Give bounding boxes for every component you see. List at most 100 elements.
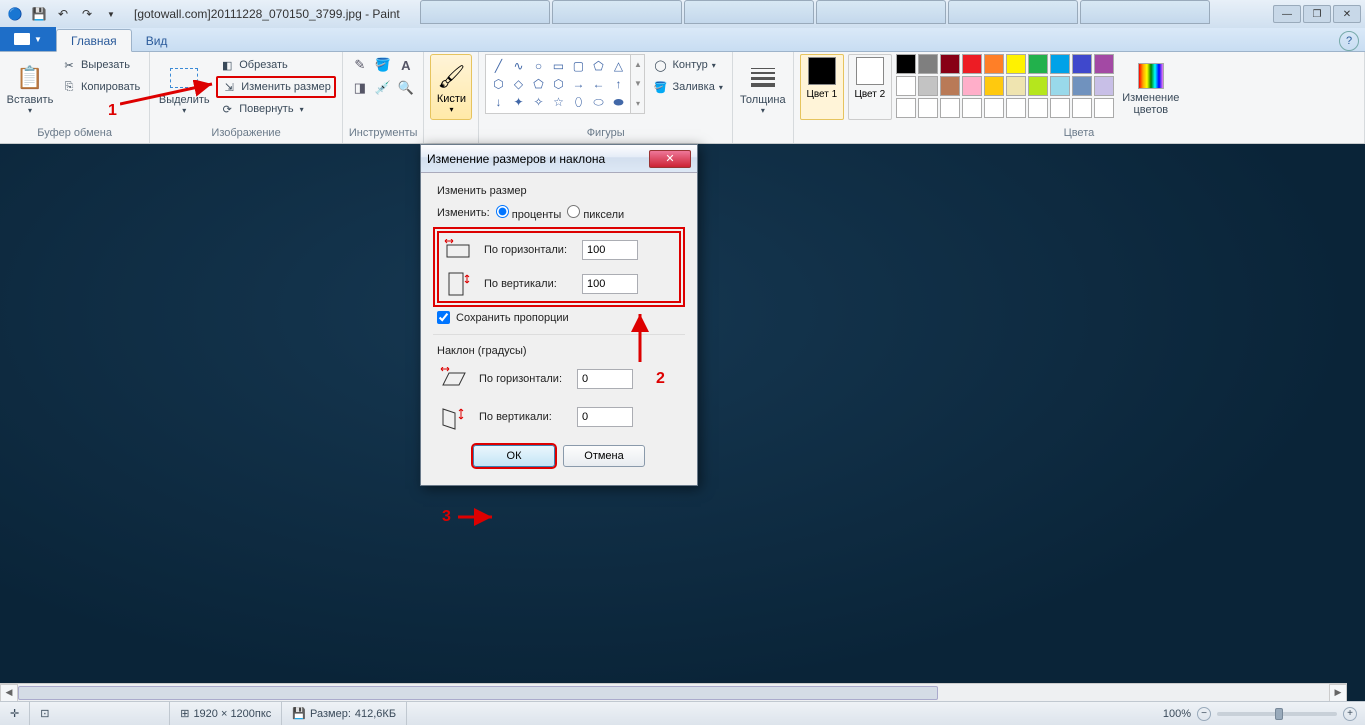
palette-swatch[interactable] [940, 76, 960, 96]
picker-tool[interactable]: 💉 [372, 77, 394, 99]
brushes-button[interactable]: 🖌 Кисти ▾ [430, 54, 472, 120]
aspect-checkbox[interactable]: Сохранить пропорции [437, 311, 681, 324]
copy-button[interactable]: ⎘Копировать [58, 76, 143, 98]
palette-swatch[interactable] [1028, 54, 1048, 74]
scroll-thumb[interactable] [18, 686, 938, 700]
palette-swatch[interactable] [918, 76, 938, 96]
palette-swatch[interactable] [1006, 54, 1026, 74]
skew-v-input[interactable] [577, 407, 633, 427]
eraser-tool[interactable]: ◨ [349, 77, 371, 99]
zoom-thumb[interactable] [1275, 708, 1283, 720]
palette-swatch[interactable] [1050, 98, 1070, 118]
ok-button[interactable]: ОК [473, 445, 555, 467]
undo-icon[interactable]: ↶ [52, 4, 74, 24]
group-image: Выделить ▾ ◧Обрезать ⇲Изменить размер ⟳П… [150, 52, 343, 143]
paste-button[interactable]: 📋 Вставить ▾ [6, 54, 54, 122]
horizontal-input[interactable] [582, 240, 638, 260]
text-tool[interactable]: A [395, 54, 417, 76]
zoom-value: 100% [1163, 708, 1191, 720]
dialog-titlebar[interactable]: Изменение размеров и наклона ✕ [421, 145, 697, 173]
scroll-right-icon[interactable]: ▶ [1329, 684, 1347, 702]
file-size: 💾Размер: 412,6КБ [282, 702, 407, 725]
palette-row [896, 54, 1114, 74]
palette-swatch[interactable] [896, 76, 916, 96]
palette-swatch[interactable] [1094, 76, 1114, 96]
maximize-button[interactable]: ❐ [1303, 5, 1331, 23]
minimize-button[interactable]: — [1273, 5, 1301, 23]
spectrum-icon [1135, 60, 1167, 92]
percent-radio[interactable]: проценты [496, 205, 562, 221]
shapes-gallery[interactable]: ╱∿○▭▢⬠△ ⬡◇⬠⬡→←↑ ↓✦✧☆⬯⬭⬬ [485, 54, 631, 114]
bg-tab [420, 0, 550, 24]
palette-swatch[interactable] [918, 54, 938, 74]
color2-button[interactable]: Цвет 2 [848, 54, 892, 120]
fill-tool[interactable]: 🪣 [372, 54, 394, 76]
palette-swatch[interactable] [918, 98, 938, 118]
group-tools: ✎ 🪣 A ◨ 💉 🔍 Инструменты [343, 52, 425, 143]
qat-icon-1[interactable]: 🔵 [4, 4, 26, 24]
pixels-radio[interactable]: пиксели [567, 205, 624, 221]
resize-button[interactable]: ⇲Изменить размер [216, 76, 336, 98]
crop-button[interactable]: ◧Обрезать [216, 54, 336, 76]
redo-icon[interactable]: ↷ [76, 4, 98, 24]
palette-swatch[interactable] [940, 98, 960, 118]
palette-swatch[interactable] [1072, 54, 1092, 74]
close-button[interactable]: ✕ [1333, 5, 1361, 23]
palette-swatch[interactable] [1006, 76, 1026, 96]
vertical-input[interactable] [582, 274, 638, 294]
palette-swatch[interactable] [1050, 76, 1070, 96]
cut-button[interactable]: ✂Вырезать [58, 54, 143, 76]
skew-h-input[interactable] [577, 369, 633, 389]
palette-swatch[interactable] [962, 98, 982, 118]
palette-swatch[interactable] [962, 76, 982, 96]
color1-button[interactable]: Цвет 1 [800, 54, 844, 120]
size-button[interactable]: Толщина ▾ [739, 54, 787, 122]
zoom-out-button[interactable]: − [1197, 707, 1211, 721]
palette-swatch[interactable] [1050, 54, 1070, 74]
shape-fill-button[interactable]: 🪣Заливка▾ [649, 76, 725, 98]
file-menu-button[interactable]: ▼ [0, 27, 56, 51]
palette-swatch[interactable] [940, 54, 960, 74]
palette-swatch[interactable] [1094, 54, 1114, 74]
palette-swatch[interactable] [896, 54, 916, 74]
palette-swatch[interactable] [1094, 98, 1114, 118]
resize-section-label: Изменить размер [437, 185, 681, 197]
rotate-button[interactable]: ⟳Повернуть▾ [216, 98, 336, 120]
palette-swatch[interactable] [984, 54, 1004, 74]
palette-swatch[interactable] [1072, 98, 1092, 118]
vertical-label: По вертикали: [484, 278, 572, 290]
palette-swatch[interactable] [896, 98, 916, 118]
scroll-left-icon[interactable]: ◀ [0, 684, 18, 702]
pencil-tool[interactable]: ✎ [349, 54, 371, 76]
palette-swatch[interactable] [984, 98, 1004, 118]
group-label [430, 127, 472, 141]
color1-swatch [808, 57, 836, 85]
cancel-button[interactable]: Отмена [563, 445, 645, 467]
dialog-close-button[interactable]: ✕ [649, 150, 691, 168]
tab-view[interactable]: Вид [132, 30, 182, 51]
skew-v-label: По вертикали: [479, 411, 567, 423]
shapes-scroll[interactable]: ▲▼▾ [631, 54, 645, 114]
shape-outline-button[interactable]: ◯Контур▾ [649, 54, 725, 76]
color2-swatch [856, 57, 884, 85]
zoom-slider[interactable] [1217, 712, 1337, 716]
edit-colors-button[interactable]: Изменение цветов [1118, 54, 1184, 122]
cursor-icon: ✛ [10, 707, 19, 720]
qat-dropdown-icon[interactable]: ▼ [100, 4, 122, 24]
select-button[interactable]: Выделить ▾ [156, 54, 212, 122]
horizontal-scrollbar[interactable]: ◀ ▶ [0, 683, 1347, 701]
skew-section-label: Наклон (градусы) [437, 345, 681, 357]
palette-swatch[interactable] [1028, 98, 1048, 118]
palette-swatch[interactable] [984, 76, 1004, 96]
selection-icon: ⊡ [40, 707, 49, 720]
tab-home[interactable]: Главная [56, 29, 132, 52]
zoom-in-button[interactable]: + [1343, 707, 1357, 721]
palette-swatch[interactable] [962, 54, 982, 74]
palette-swatch[interactable] [1072, 76, 1092, 96]
help-button[interactable]: ? [1339, 31, 1359, 51]
skew-v-icon [437, 403, 469, 431]
save-icon[interactable]: 💾 [28, 4, 50, 24]
palette-swatch[interactable] [1028, 76, 1048, 96]
palette-swatch[interactable] [1006, 98, 1026, 118]
magnifier-tool[interactable]: 🔍 [395, 77, 417, 99]
